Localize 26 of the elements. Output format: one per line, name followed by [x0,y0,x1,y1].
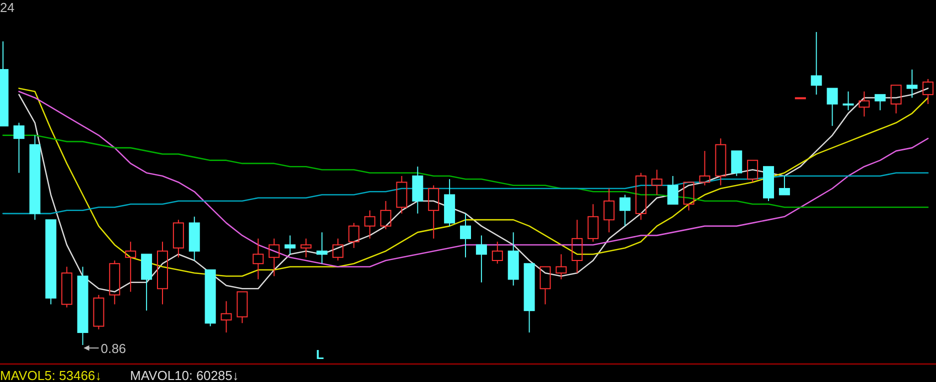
candlestick [556,254,567,280]
candlestick [906,69,918,98]
candlestick [699,150,710,186]
candlestick [651,169,662,196]
candlestick [810,32,822,96]
annotation: 0.86 [100,341,126,356]
candlestick [252,238,264,280]
text: MAVOL10: 60285↓ [130,368,239,382]
candlestick [476,234,487,283]
text: L [316,347,324,362]
candlestick [604,188,615,233]
candlestick [188,216,200,261]
candlestick [77,266,88,346]
candlestick [156,241,168,305]
candlestick [858,90,870,118]
candlestick [572,219,583,274]
candlestick [125,241,136,292]
candlestick [300,238,312,258]
text: 24 [0,0,14,15]
candlestick [268,238,280,277]
candlestick [316,232,328,264]
text: MAVOL5: 53466↓ [0,368,102,382]
candlestick [29,134,40,220]
candlestick [460,213,471,258]
candlestick [220,300,232,333]
candlestick [412,166,424,214]
